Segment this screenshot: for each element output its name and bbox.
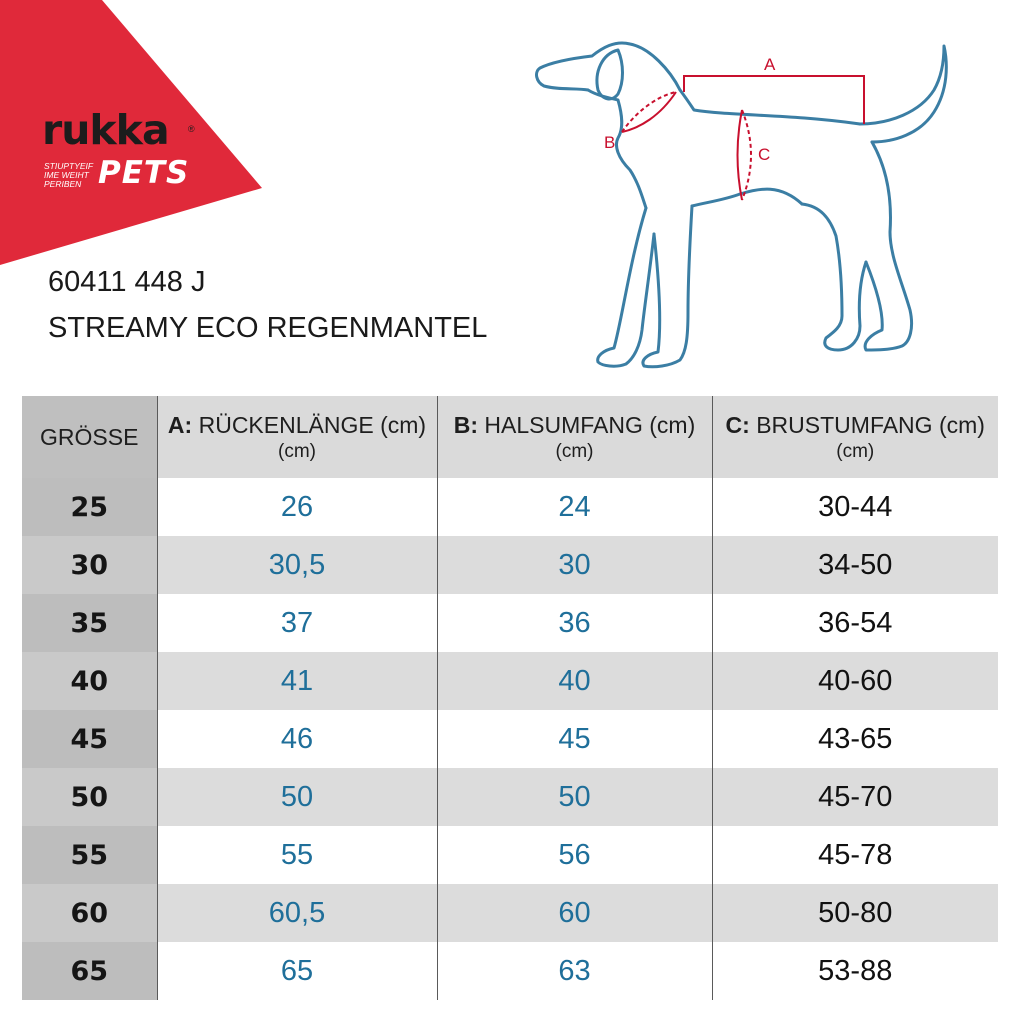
chest-cell: 40-60 (712, 652, 998, 710)
header-size: GRÖSSE (22, 396, 158, 478)
neck-cell: 24 (437, 478, 713, 536)
size-cell: 35 (22, 594, 158, 652)
product-code: 60411 448 J (48, 266, 206, 298)
header-neck-unit: (cm) (555, 440, 594, 462)
label-c: C (758, 145, 770, 164)
neck-cell: 50 (437, 768, 713, 826)
chest-cell: 45-70 (712, 768, 998, 826)
dog-outline (535, 41, 948, 369)
header-back-length: A: RÜCKENLÄNGE (cm) (cm) (157, 396, 438, 478)
size-cell: 40 (22, 652, 158, 710)
header-back-length-label: A: RÜCKENLÄNGE (cm) (167, 411, 427, 438)
table-row: 50 50 50 45-70 (22, 768, 998, 826)
registered-mark: ® (188, 124, 195, 134)
header-neck-label: B: HALSUMFANG (cm) (453, 411, 696, 438)
table-header-row: GRÖSSE A: RÜCKENLÄNGE (cm) (cm) B: HALSU… (22, 396, 998, 478)
header-chest-label: C: BRUSTUMFANG (cm) (725, 411, 985, 438)
table-row: 45 46 45 43-65 (22, 710, 998, 768)
chest-cell: 30-44 (712, 478, 998, 536)
brand-tagline: STIUPTYEIF IME WEIHT PERIBEN (44, 161, 93, 189)
size-cell: 55 (22, 826, 158, 884)
brand-corner-triangle (0, 0, 262, 265)
chest-cell: 36-54 (712, 594, 998, 652)
size-table: GRÖSSE A: RÜCKENLÄNGE (cm) (cm) B: HALSU… (22, 396, 998, 1000)
size-cell: 45 (22, 710, 158, 768)
dog-measurement-diagram: A B C (535, 41, 948, 369)
header-chest: C: BRUSTUMFANG (cm) (cm) (712, 396, 998, 478)
brand-logo: rukka ® STIUPTYEIF IME WEIHT PERIBEN PET… (42, 110, 202, 200)
size-cell: 25 (22, 478, 158, 536)
neck-cell: 30 (437, 536, 713, 594)
chest-cell: 43-65 (712, 710, 998, 768)
table-row: 25 26 24 30-44 (22, 478, 998, 536)
neck-cell: 63 (437, 942, 713, 1000)
chest-cell: 50-80 (712, 884, 998, 942)
size-cell: 30 (22, 536, 158, 594)
brand-name: rukka (42, 106, 170, 154)
header-back-length-unit: (cm) (278, 440, 316, 462)
table-row: 65 65 63 53-88 (22, 942, 998, 1000)
chest-cell: 34-50 (712, 536, 998, 594)
table-row: 30 30,5 30 34-50 (22, 536, 998, 594)
size-cell: 50 (22, 768, 158, 826)
back-length-cell: 65 (157, 942, 438, 1000)
header-neck: B: HALSUMFANG (cm) (cm) (437, 396, 713, 478)
label-b: B (604, 133, 615, 152)
neck-marker (621, 91, 677, 133)
chest-cell: 53-88 (712, 942, 998, 1000)
product-name: STREAMY ECO REGENMANTEL (48, 312, 488, 344)
back-length-cell: 50 (157, 768, 438, 826)
table-row: 55 55 56 45-78 (22, 826, 998, 884)
size-cell: 65 (22, 942, 158, 1000)
back-length-cell: 30,5 (157, 536, 438, 594)
back-length-cell: 60,5 (157, 884, 438, 942)
neck-cell: 45 (437, 710, 713, 768)
chest-marker (736, 109, 752, 201)
table-row: 35 37 36 36-54 (22, 594, 998, 652)
neck-cell: 56 (437, 826, 713, 884)
back-length-cell: 26 (157, 478, 438, 536)
back-length-cell: 55 (157, 826, 438, 884)
back-length-marker (683, 75, 865, 124)
table-row: 40 41 40 40-60 (22, 652, 998, 710)
neck-cell: 40 (437, 652, 713, 710)
neck-cell: 60 (437, 884, 713, 942)
table-row: 60 60,5 60 50-80 (22, 884, 998, 942)
brand-sub-name: PETS (98, 155, 190, 191)
header-chest-unit: (cm) (836, 440, 875, 462)
back-length-cell: 37 (157, 594, 438, 652)
chest-cell: 45-78 (712, 826, 998, 884)
neck-cell: 36 (437, 594, 713, 652)
size-cell: 60 (22, 884, 158, 942)
back-length-cell: 41 (157, 652, 438, 710)
label-a: A (764, 55, 776, 74)
back-length-cell: 46 (157, 710, 438, 768)
